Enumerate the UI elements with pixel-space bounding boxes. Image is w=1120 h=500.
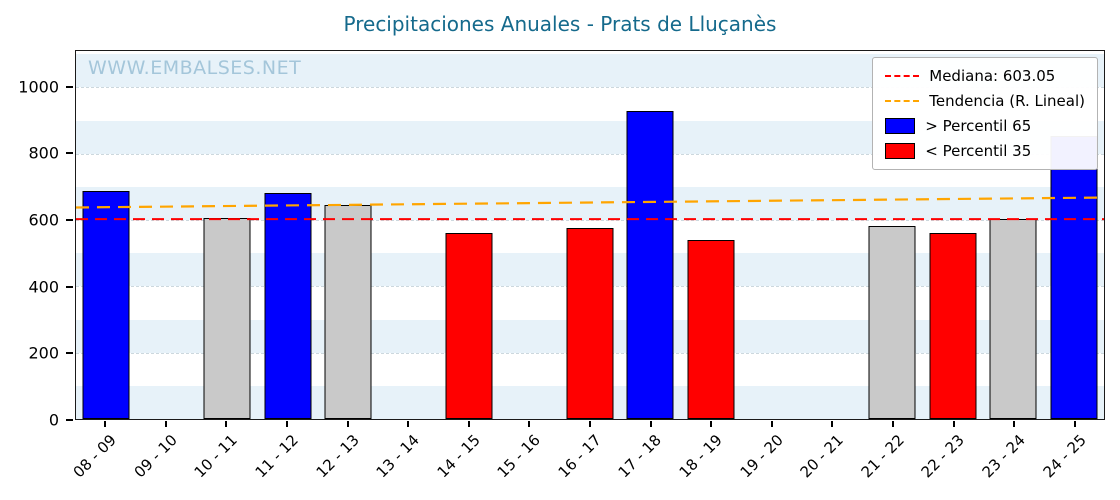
x-tick-mark bbox=[710, 421, 713, 427]
bar-21-22 bbox=[868, 226, 916, 419]
x-tick-mark bbox=[891, 421, 894, 427]
x-tick-label: 11 - 12 bbox=[251, 431, 302, 482]
y-tick-mark bbox=[66, 85, 73, 88]
bar-slot bbox=[318, 51, 378, 419]
bar-slot bbox=[76, 51, 136, 419]
watermark: WWW.EMBALSES.NET bbox=[88, 57, 302, 79]
plot-area: WWW.EMBALSES.NET Mediana: 603.05 Tendenc… bbox=[75, 50, 1105, 420]
x-tick-label: 17 - 18 bbox=[615, 431, 666, 482]
x-tick-label: 14 - 15 bbox=[433, 431, 484, 482]
bar-08-09 bbox=[82, 190, 130, 419]
x-tick-mark bbox=[831, 421, 834, 427]
y-axis: 0 200 400 600 800 1000 bbox=[0, 50, 74, 430]
x-tick-label: 08 - 09 bbox=[69, 431, 121, 482]
x-tick-mark bbox=[589, 421, 591, 427]
x-tick-mark bbox=[104, 421, 107, 427]
x-tick-mark bbox=[952, 421, 955, 427]
x-tick-label: 19 - 20 bbox=[736, 431, 787, 482]
median-line-sample-icon bbox=[885, 75, 920, 77]
x-tick-mark bbox=[528, 421, 531, 427]
legend-trend-label: Tendencia (R. Lineal) bbox=[929, 92, 1085, 110]
bar-14-15 bbox=[445, 233, 493, 419]
gridline bbox=[76, 87, 1104, 89]
y-tick-label: 600 bbox=[28, 210, 59, 230]
bar-10-11 bbox=[203, 218, 251, 419]
y-tick-label: 800 bbox=[28, 143, 59, 163]
bar-slot bbox=[620, 51, 680, 419]
bar-slot bbox=[862, 51, 922, 419]
bar-23-24 bbox=[989, 219, 1037, 419]
gridline bbox=[76, 153, 1104, 155]
trend-line bbox=[76, 198, 1104, 208]
legend-p35-label: < Percentil 35 bbox=[925, 142, 1032, 160]
x-tick-label: 18 - 19 bbox=[675, 431, 726, 482]
y-tick-mark bbox=[66, 285, 73, 288]
x-tick-label: 22 - 23 bbox=[917, 431, 969, 482]
x-tick-mark bbox=[467, 421, 470, 427]
x-tick-label: 16 - 17 bbox=[554, 431, 605, 482]
gridline bbox=[76, 220, 1104, 222]
bar-slot bbox=[439, 51, 499, 419]
bar-slot bbox=[257, 51, 317, 419]
x-axis: 08 - 09 09 - 10 10 - 11 11 - 12 12 - 13 13 - … bbox=[70, 421, 1105, 500]
bars-layer bbox=[76, 51, 1104, 419]
bar-22-23 bbox=[929, 233, 977, 419]
bar-slot bbox=[681, 51, 741, 419]
bar-11-12 bbox=[264, 193, 312, 419]
y-tick-mark bbox=[66, 152, 73, 155]
reference-lines bbox=[76, 51, 1104, 419]
legend-item-median: Mediana: 603.05 bbox=[885, 67, 1085, 85]
bar-12-13 bbox=[324, 205, 372, 419]
x-tick-label: 24 - 25 bbox=[1039, 431, 1090, 482]
legend-p65-label: > Percentil 65 bbox=[925, 117, 1032, 135]
x-tick-mark bbox=[407, 421, 410, 427]
y-tick-label: 0 bbox=[48, 410, 59, 430]
x-tick-label: 10 - 11 bbox=[190, 431, 242, 482]
x-tick-mark bbox=[1073, 421, 1076, 427]
bar-slot bbox=[1044, 51, 1104, 419]
bar-24-25 bbox=[1050, 135, 1098, 419]
x-tick-label: 23 - 24 bbox=[978, 431, 1029, 482]
bar-16-17 bbox=[566, 227, 614, 419]
bar-slot bbox=[560, 51, 620, 419]
y-tick-mark bbox=[66, 419, 73, 421]
p35-swatch-icon bbox=[885, 143, 916, 159]
x-tick-label: 13 - 14 bbox=[372, 431, 423, 482]
x-tick-label: 20 - 21 bbox=[796, 431, 848, 482]
y-tick-mark bbox=[66, 219, 73, 221]
x-tick-mark bbox=[225, 421, 228, 427]
x-tick-label: 09 - 10 bbox=[130, 431, 181, 482]
p65-swatch-icon bbox=[885, 118, 916, 134]
x-tick-mark bbox=[346, 421, 349, 427]
legend: Mediana: 603.05 Tendencia (R. Lineal) > … bbox=[872, 57, 1098, 170]
y-tick-label: 400 bbox=[28, 277, 59, 297]
x-tick-mark bbox=[649, 421, 652, 427]
bar-slot bbox=[983, 51, 1043, 419]
x-tick-label: 21 - 22 bbox=[857, 431, 908, 482]
x-tick-mark bbox=[1013, 421, 1016, 427]
chart-title: Precipitaciones Anuales - Prats de Lluça… bbox=[343, 12, 777, 36]
bar-18-19 bbox=[687, 239, 735, 419]
x-tick-label: 15 - 16 bbox=[493, 431, 545, 482]
y-tick-mark bbox=[66, 352, 73, 355]
x-tick-label: 12 - 13 bbox=[312, 431, 363, 482]
legend-item-p35: < Percentil 35 bbox=[885, 142, 1085, 160]
bar-17-18 bbox=[626, 111, 674, 419]
trend-line-sample-icon bbox=[885, 100, 920, 102]
legend-item-trend: Tendencia (R. Lineal) bbox=[885, 92, 1085, 110]
y-tick-label: 1000 bbox=[18, 77, 59, 97]
legend-median-label: Mediana: 603.05 bbox=[929, 67, 1056, 85]
legend-item-p65: > Percentil 65 bbox=[885, 117, 1085, 135]
bar-slot bbox=[197, 51, 257, 419]
x-tick-mark bbox=[770, 421, 773, 427]
y-tick-label: 200 bbox=[28, 343, 59, 363]
x-tick-mark bbox=[286, 421, 289, 427]
bar-slot bbox=[923, 51, 983, 419]
x-tick-mark bbox=[164, 421, 167, 427]
